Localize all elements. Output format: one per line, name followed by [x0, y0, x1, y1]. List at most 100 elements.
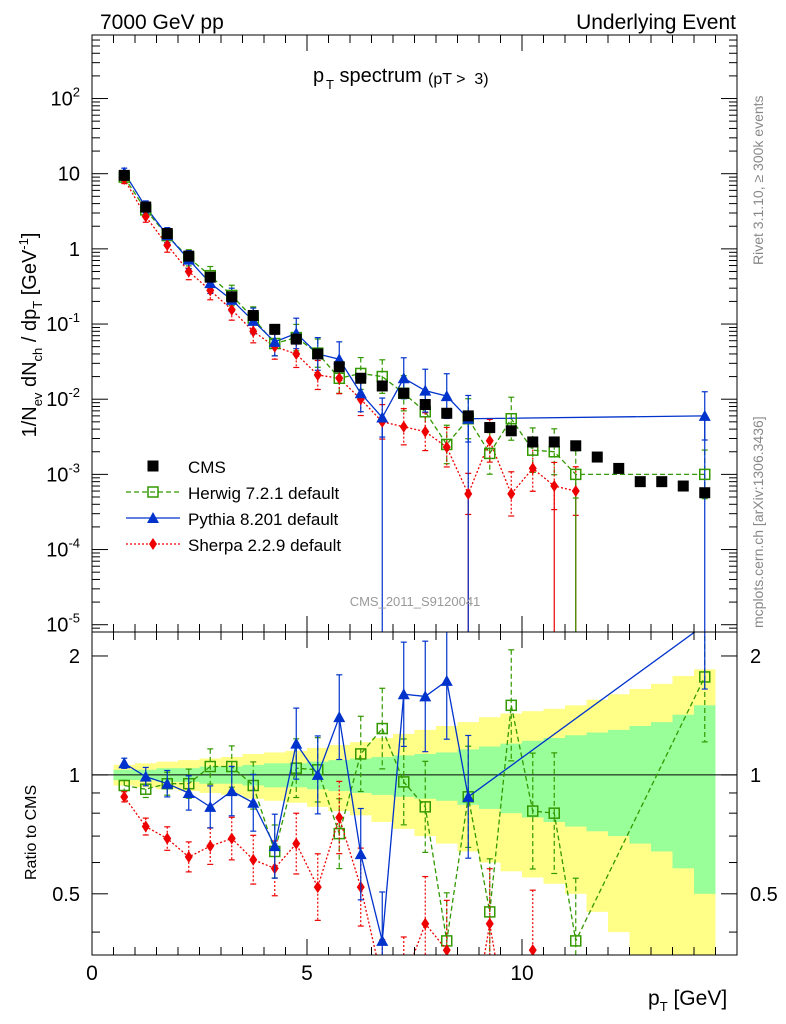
cms-point [484, 422, 496, 434]
sherpa-ratio-point [292, 837, 301, 850]
cms-point [226, 291, 238, 303]
legend-marker [149, 538, 157, 550]
cms-point [591, 451, 603, 463]
title-sub: T [326, 77, 334, 92]
x-tick-label: 10 [510, 962, 533, 985]
sherpa-ratio-point [141, 820, 150, 833]
sherpa-point [507, 487, 516, 500]
herwig-point [505, 412, 517, 425]
sherpa-ratio-point [442, 944, 451, 955]
sherpa-point [249, 325, 258, 338]
cms-point [505, 425, 517, 437]
sherpa-ratio-point [485, 917, 494, 930]
pythia-ratio-point [182, 786, 195, 798]
y-tick-label-top: 10-4 [46, 536, 80, 562]
legend-label: Herwig 7.2.1 default [188, 484, 339, 503]
uncertainty-band-inner [565, 735, 587, 827]
herwig-ratio-point [527, 805, 539, 817]
pythia-ratio-point [247, 796, 260, 808]
herwig-ratio-line [124, 676, 706, 943]
uncertainty-band-inner [629, 725, 651, 844]
sherpa-point [528, 462, 537, 475]
pythia-point [268, 335, 281, 347]
pythia-ratio-point [118, 757, 131, 769]
sherpa-ratio-point [249, 853, 258, 866]
cms-point [355, 372, 367, 384]
pythia-ratio-point [397, 688, 410, 700]
y-tick-label-bottom: 1 [69, 765, 80, 787]
pythia-ratio-point [268, 840, 281, 852]
cms-point [419, 399, 431, 411]
mcplots-label: mcplots.cern.ch [arXiv:1306.3436] [750, 416, 766, 628]
sherpa-point [184, 265, 193, 278]
cms-point [613, 462, 625, 474]
y-tick-label-top: 10-2 [46, 385, 80, 411]
pythia-ratio-point [311, 768, 324, 780]
svg-text:pT [GeV]: pT [GeV] [648, 987, 727, 1014]
herwig-ratio-point [548, 807, 560, 819]
sherpa-point [292, 347, 301, 360]
sherpa-ratio-point [184, 850, 193, 863]
pythia-ratio-point [354, 848, 367, 860]
cms-point [634, 476, 646, 488]
svg-text:1/Nev dNch / dpT [GeV-1]: 1/Nev dNch / dpT [GeV-1] [16, 233, 45, 438]
sherpa-point [464, 487, 473, 500]
x-tick-label: 0 [86, 962, 98, 985]
pythia-ratio-point [419, 690, 432, 702]
uncertainty-band-inner [371, 756, 393, 795]
herwig-point [570, 468, 582, 481]
uncertainty-band-inner [651, 722, 673, 852]
legend-label: Pythia 8.201 default [188, 510, 339, 529]
herwig-ratio-point [398, 776, 410, 788]
sherpa-ratio-point [313, 881, 322, 894]
y-tick-label-bottom-right: 1 [750, 765, 761, 787]
sherpa-ratio-point [163, 832, 172, 845]
cms-point [247, 309, 259, 321]
sherpa-point [442, 441, 451, 454]
sherpa-point [335, 372, 344, 385]
uncertainty-band-inner [436, 752, 458, 801]
pythia-ratio-line [123, 632, 696, 942]
y-tick-label-top: 1 [69, 239, 80, 261]
pythia-point [698, 409, 711, 421]
legend-label: CMS [188, 458, 226, 477]
herwig-ratio-point [419, 801, 431, 813]
legend-marker [147, 460, 159, 472]
sherpa-ratio-point [120, 790, 129, 803]
sherpa-ratio-line [123, 796, 535, 955]
herwig-ratio-point [355, 748, 367, 760]
cms-point [548, 436, 560, 448]
uncertainty-band-inner [586, 732, 608, 832]
pythia-ratio-point [225, 785, 238, 797]
cms-point [656, 476, 668, 488]
herwig-ratio-point [570, 935, 582, 947]
analysis-watermark: CMS_2011_S9120041 [350, 594, 481, 609]
y-tick-label-bottom-right: 0.5 [750, 884, 778, 906]
cms-point [376, 380, 388, 392]
sherpa-ratio-point [528, 944, 537, 955]
sherpa-ratio-point [206, 840, 215, 853]
y-tick-label-top: 10 [58, 164, 80, 186]
sherpa-point [550, 480, 559, 493]
uncertainty-band-inner [694, 705, 716, 894]
sherpa-point [399, 420, 408, 433]
herwig-point [484, 447, 496, 460]
pythia-ratio-point [204, 800, 217, 812]
herwig-ratio-point [118, 779, 130, 792]
sherpa-ratio-point [227, 832, 236, 845]
legend-marker [147, 486, 159, 498]
x-tick-label: 5 [301, 962, 313, 985]
legend-label: Sherpa 2.2.9 default [188, 536, 341, 555]
cms-point [161, 228, 173, 240]
sherpa-point [141, 210, 150, 223]
cms-point [677, 480, 689, 492]
cms-point [398, 387, 410, 399]
y-tick-label-top: 10-1 [46, 310, 80, 336]
legend-marker [147, 512, 159, 523]
uncertainty-band-inner [608, 729, 630, 837]
title-main: p [313, 65, 324, 87]
herwig-ratio-point [204, 760, 216, 773]
cms-point [699, 487, 711, 499]
uncertainty-band-inner [479, 746, 501, 809]
y-tick-label-bottom: 2 [69, 646, 80, 668]
